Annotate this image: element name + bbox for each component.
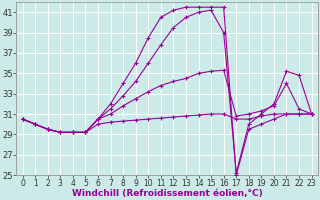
X-axis label: Windchill (Refroidissement éolien,°C): Windchill (Refroidissement éolien,°C) (72, 189, 262, 198)
